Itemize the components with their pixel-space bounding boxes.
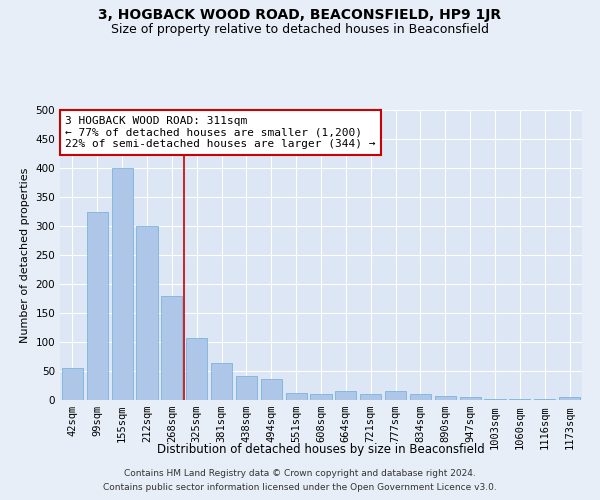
Text: Size of property relative to detached houses in Beaconsfield: Size of property relative to detached ho… — [111, 22, 489, 36]
Text: Contains HM Land Registry data © Crown copyright and database right 2024.: Contains HM Land Registry data © Crown c… — [124, 468, 476, 477]
Bar — [460, 397, 481, 400]
Bar — [286, 393, 307, 400]
Bar — [211, 364, 232, 400]
Bar — [112, 168, 133, 400]
Bar — [435, 396, 456, 400]
Bar — [136, 226, 158, 400]
Text: 3 HOGBACK WOOD ROAD: 311sqm
← 77% of detached houses are smaller (1,200)
22% of : 3 HOGBACK WOOD ROAD: 311sqm ← 77% of det… — [65, 116, 376, 149]
Text: Distribution of detached houses by size in Beaconsfield: Distribution of detached houses by size … — [157, 442, 485, 456]
Bar — [385, 392, 406, 400]
Bar — [186, 338, 207, 400]
Bar — [335, 392, 356, 400]
Bar — [62, 368, 83, 400]
Bar — [410, 394, 431, 400]
Bar — [261, 378, 282, 400]
Bar — [87, 212, 108, 400]
Y-axis label: Number of detached properties: Number of detached properties — [20, 168, 30, 342]
Text: Contains public sector information licensed under the Open Government Licence v3: Contains public sector information licen… — [103, 484, 497, 492]
Bar — [310, 394, 332, 400]
Bar — [360, 394, 381, 400]
Bar — [559, 396, 580, 400]
Text: 3, HOGBACK WOOD ROAD, BEACONSFIELD, HP9 1JR: 3, HOGBACK WOOD ROAD, BEACONSFIELD, HP9 … — [98, 8, 502, 22]
Bar — [484, 399, 506, 400]
Bar — [236, 376, 257, 400]
Bar — [161, 296, 182, 400]
